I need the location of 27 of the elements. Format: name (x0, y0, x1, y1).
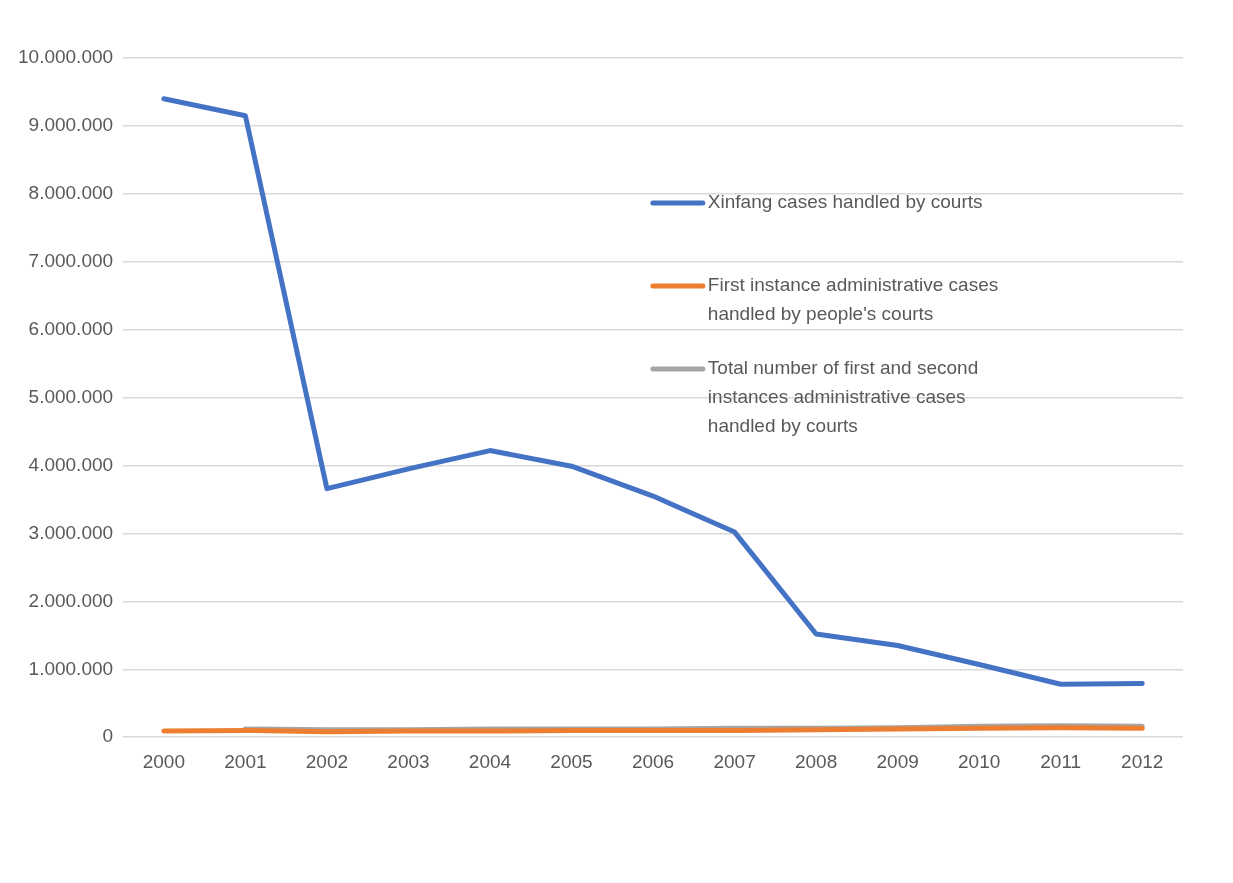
x-tick-label: 2002 (305, 750, 349, 772)
x-tick-label: 2011 (1040, 750, 1082, 772)
x-tick-label: 2006 (631, 750, 675, 772)
x-tick-label: 2005 (550, 750, 593, 772)
x-tick-label: 2001 (224, 750, 267, 772)
y-tick-label: 7.000.000 (28, 249, 114, 271)
y-tick-label: 4.000.000 (28, 453, 114, 475)
x-tick-label: 2008 (794, 750, 838, 772)
y-tick-label: 1.000.000 (28, 657, 114, 679)
y-tick-label: 8.000.000 (28, 182, 114, 204)
y-tick-label: 3.000.000 (28, 521, 114, 543)
x-tick-label: 2012 (1121, 750, 1164, 772)
legend-label: First instance administrative cases handled by people's courts (707, 274, 999, 325)
y-tick-label: 5.000.000 (28, 385, 114, 407)
y-tick-label: 0 (102, 725, 114, 747)
y-tick-label: 9.000.000 (28, 114, 114, 136)
legend-label: Xinfang cases handled by courts (707, 191, 983, 213)
y-tick-label: 2.000.000 (28, 589, 114, 611)
x-tick-label: 2003 (387, 750, 430, 772)
y-tick-label: 6.000.000 (28, 317, 114, 339)
y-tick-label: 10.000.000 (18, 46, 114, 68)
x-tick-label: 2007 (713, 750, 756, 772)
x-tick-label: 2000 (142, 750, 185, 772)
x-tick-label: 2004 (468, 750, 512, 772)
x-tick-label: 2010 (958, 750, 1001, 772)
legend-label: Total number of first and second instances administrative cases handled by courts (707, 357, 979, 437)
x-tick-label: 2009 (876, 750, 919, 772)
